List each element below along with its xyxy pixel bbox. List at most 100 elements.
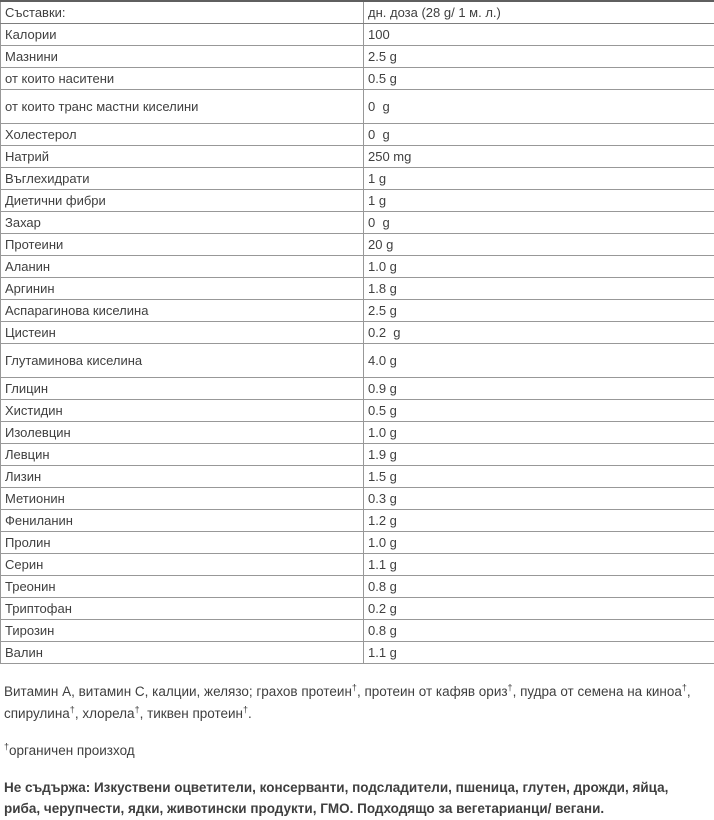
ingredient-cell: Въглехидрати xyxy=(1,168,364,190)
ingredient-cell: Протеини xyxy=(1,234,364,256)
ingredient-cell: Холестерол xyxy=(1,124,364,146)
value-cell: 0 g xyxy=(364,90,714,124)
notes-section: Витамин А, витамин С, калции, желязо; гр… xyxy=(0,681,714,820)
value-cell: 0.3 g xyxy=(364,488,714,510)
dose-column-header: дн. доза (28 g/ 1 м. л.) xyxy=(364,1,714,24)
ingredient-cell: Захар xyxy=(1,212,364,234)
value-cell: 2.5 g xyxy=(364,300,714,322)
value-cell: 1.8 g xyxy=(364,278,714,300)
dagger-footnote-marker: † xyxy=(135,704,140,714)
value-cell: 1.1 g xyxy=(364,554,714,576)
ingredient-cell: Триптофан xyxy=(1,598,364,620)
value-cell: 1.0 g xyxy=(364,422,714,444)
ingredient-cell: Мазнини xyxy=(1,46,364,68)
ingredient-cell: Аспарагинова киселина xyxy=(1,300,364,322)
ingredient-cell: Тирозин xyxy=(1,620,364,642)
organic-origin-footnote: †органичен произход xyxy=(4,740,708,762)
does-not-contain-note: Не съдържа: Изкуствени оцветители, консе… xyxy=(4,777,708,820)
ingredient-cell: Аргинин xyxy=(1,278,364,300)
dagger-footnote-marker: † xyxy=(70,704,75,714)
ingredient-cell: от които наситени xyxy=(1,68,364,90)
ingredient-cell: Левцин xyxy=(1,444,364,466)
value-cell: 1.2 g xyxy=(364,510,714,532)
dagger-footnote-marker: † xyxy=(243,704,248,714)
value-cell: 1.5 g xyxy=(364,466,714,488)
value-cell: 1.9 g xyxy=(364,444,714,466)
nutrition-facts-table: Съставки: дн. доза (28 g/ 1 м. л.) Калор… xyxy=(0,0,714,664)
value-cell: 0.2 g xyxy=(364,598,714,620)
value-cell: 4.0 g xyxy=(364,344,714,378)
ingredients-column-header: Съставки: xyxy=(1,1,364,24)
value-cell: 0 g xyxy=(364,212,714,234)
value-cell: 0.2 g xyxy=(364,322,714,344)
dagger-footnote-marker: † xyxy=(4,741,9,751)
value-cell: 2.5 g xyxy=(364,46,714,68)
value-cell: 0.5 g xyxy=(364,400,714,422)
ingredient-cell: Серин xyxy=(1,554,364,576)
value-cell: 250 mg xyxy=(364,146,714,168)
ingredient-cell: Валин xyxy=(1,642,364,664)
ingredient-cell: Метионин xyxy=(1,488,364,510)
ingredient-cell: Цистеин xyxy=(1,322,364,344)
ingredient-cell: Хистидин xyxy=(1,400,364,422)
table-header-row: Съставки: дн. доза (28 g/ 1 м. л.) xyxy=(1,1,714,24)
value-cell: 0.5 g xyxy=(364,68,714,90)
ingredient-cell: Треонин xyxy=(1,576,364,598)
dagger-footnote-marker: † xyxy=(352,683,357,693)
ingredient-cell: Пролин xyxy=(1,532,364,554)
dagger-footnote-marker: † xyxy=(682,683,687,693)
value-cell: 1.0 g xyxy=(364,532,714,554)
ingredient-cell: от които транс мастни киселини xyxy=(1,90,364,124)
value-cell: 1.0 g xyxy=(364,256,714,278)
dagger-footnote-marker: † xyxy=(508,683,513,693)
ingredient-cell: Изолевцин xyxy=(1,422,364,444)
ingredient-cell: Глутаминова киселина xyxy=(1,344,364,378)
ingredient-cell: Натрий xyxy=(1,146,364,168)
value-cell: 1 g xyxy=(364,168,714,190)
ingredient-cell: Аланин xyxy=(1,256,364,278)
value-cell: 100 xyxy=(364,24,714,46)
ingredient-cell: Лизин xyxy=(1,466,364,488)
ingredient-cell: Калории xyxy=(1,24,364,46)
additional-ingredients-note: Витамин А, витамин С, калции, желязо; гр… xyxy=(4,681,708,725)
ingredient-cell: Диетични фибри xyxy=(1,190,364,212)
ingredient-cell: Фениланин xyxy=(1,510,364,532)
value-cell: 0.9 g xyxy=(364,378,714,400)
value-cell: 0.8 g xyxy=(364,576,714,598)
value-cell: 1.1 g xyxy=(364,642,714,664)
value-cell: 1 g xyxy=(364,190,714,212)
value-cell: 0 g xyxy=(364,124,714,146)
ingredient-cell: Глицин xyxy=(1,378,364,400)
value-cell: 0.8 g xyxy=(364,620,714,642)
value-cell: 20 g xyxy=(364,234,714,256)
